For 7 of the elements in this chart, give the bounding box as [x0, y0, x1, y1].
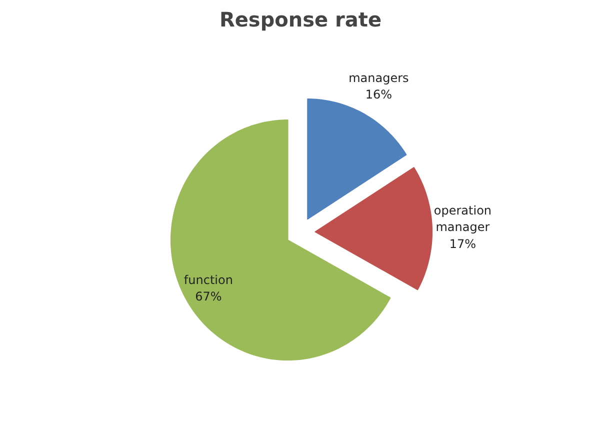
slice-label: function: [184, 272, 233, 287]
slice-label: managers: [348, 70, 409, 85]
slice-label: operation manager: [434, 203, 492, 234]
chart-title: Response rate: [219, 8, 382, 32]
data-label: 16%: [365, 88, 392, 102]
data-label: 67%: [195, 290, 222, 304]
data-label: 17%: [449, 236, 476, 251]
